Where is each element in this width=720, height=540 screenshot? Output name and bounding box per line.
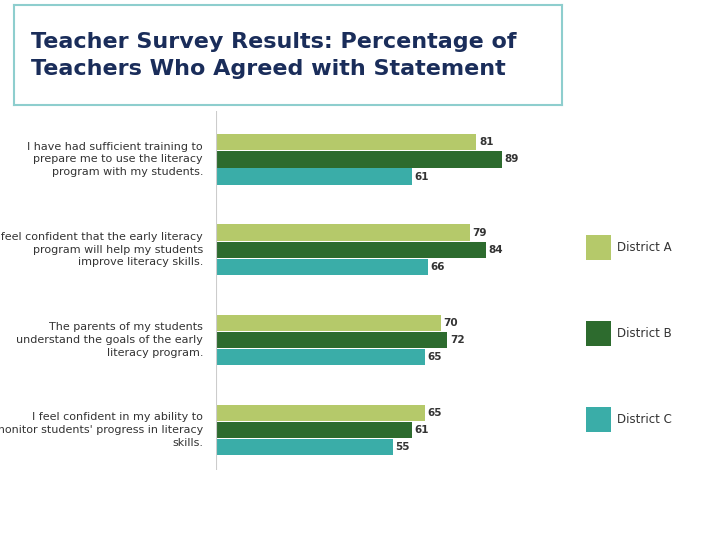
- Bar: [216, 405, 425, 421]
- Bar: [216, 151, 502, 167]
- Text: 79: 79: [472, 227, 487, 238]
- Text: District B: District B: [618, 327, 672, 340]
- Text: 55: 55: [395, 442, 410, 452]
- Text: 61: 61: [415, 425, 429, 435]
- Bar: [216, 168, 412, 185]
- Text: I feel confident in my ability to
monitor students' progress in literacy
skills.: I feel confident in my ability to monito…: [0, 413, 203, 448]
- Text: I feel confident that the early literacy
program will help my students
improve l: I feel confident that the early literacy…: [0, 232, 203, 267]
- Bar: [216, 315, 441, 331]
- Bar: [586, 234, 611, 260]
- Bar: [216, 225, 470, 241]
- Text: 65: 65: [428, 352, 442, 362]
- Text: The parents of my students
understand the goals of the early
literacy program.: The parents of my students understand th…: [16, 322, 203, 357]
- Text: District A: District A: [618, 241, 672, 254]
- Bar: [216, 439, 393, 455]
- Text: 72: 72: [450, 335, 464, 345]
- Bar: [216, 422, 412, 438]
- Text: 70: 70: [444, 318, 458, 328]
- Bar: [586, 407, 611, 432]
- Text: District C: District C: [618, 413, 672, 426]
- Bar: [216, 241, 486, 258]
- Text: 81: 81: [479, 137, 493, 147]
- Text: 11: 11: [350, 506, 370, 520]
- Bar: [586, 321, 611, 346]
- Text: 65: 65: [428, 408, 442, 418]
- Bar: [216, 332, 447, 348]
- Bar: [216, 259, 428, 275]
- Text: 84: 84: [489, 245, 503, 255]
- Text: 61: 61: [415, 172, 429, 181]
- Text: 66: 66: [431, 262, 445, 272]
- Text: Teacher Survey Results: Percentage of
Teachers Who Agreed with Statement: Teacher Survey Results: Percentage of Te…: [31, 32, 516, 78]
- Text: I have had sufficient training to
prepare me to use the literacy
program with my: I have had sufficient training to prepar…: [27, 141, 203, 177]
- Bar: [216, 349, 425, 365]
- Bar: [216, 134, 477, 151]
- Text: 89: 89: [505, 154, 519, 164]
